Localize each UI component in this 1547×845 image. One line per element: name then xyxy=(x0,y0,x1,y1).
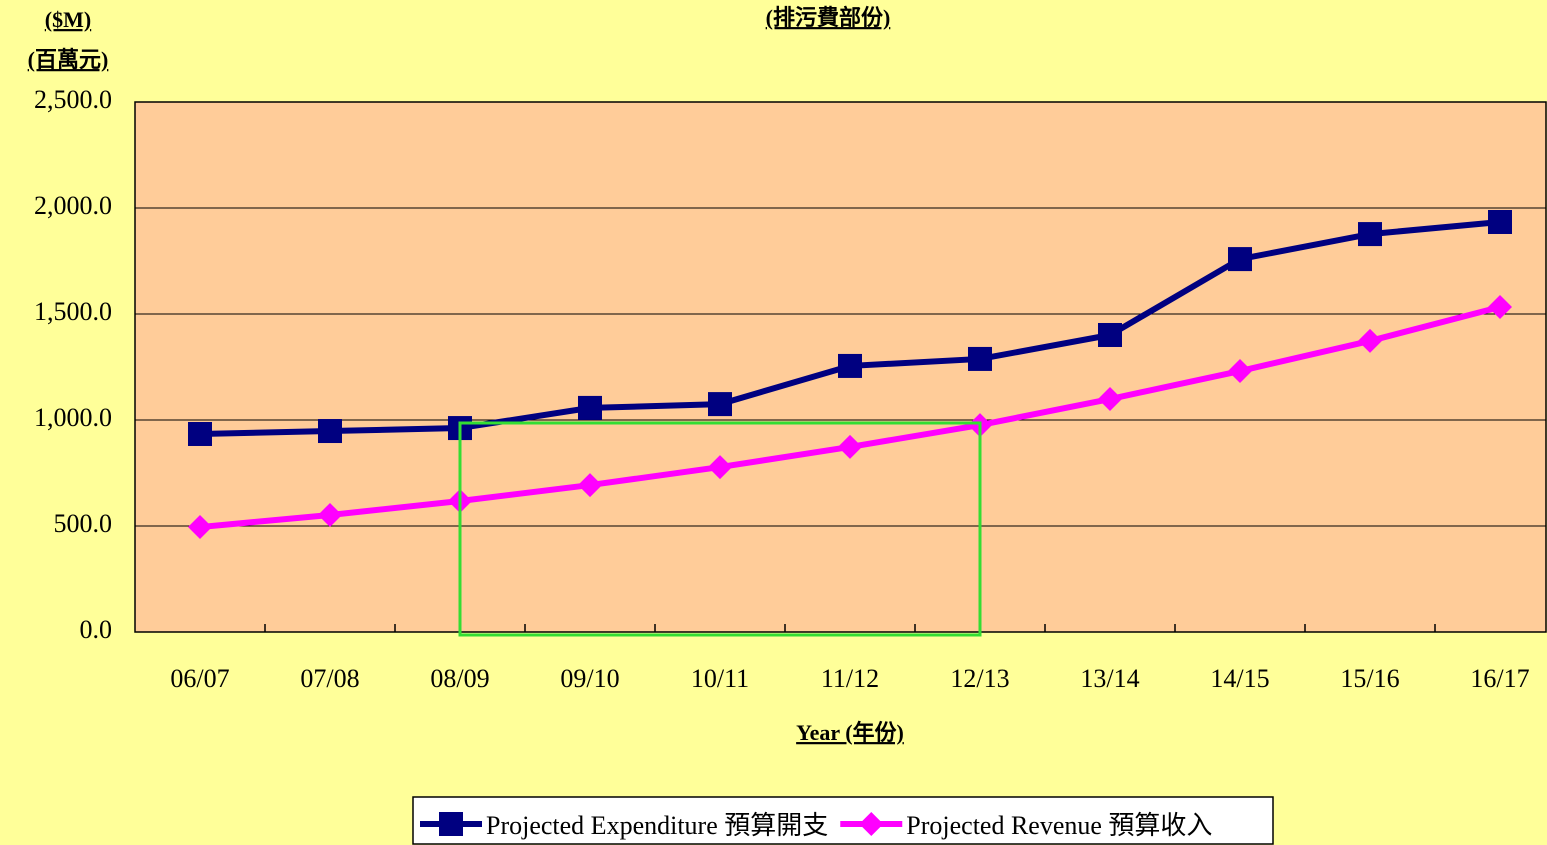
point xyxy=(578,395,602,420)
point xyxy=(1098,387,1122,412)
point xyxy=(838,353,862,378)
point xyxy=(838,434,862,459)
point xyxy=(1358,328,1382,353)
y-axis-label: ($M) xyxy=(45,7,91,32)
point xyxy=(578,473,602,498)
highlight-box xyxy=(458,421,982,637)
point xyxy=(859,812,884,836)
point xyxy=(1358,222,1382,247)
y-tick-label: 0.0 xyxy=(80,615,113,644)
y-tick-label: 1,500.0 xyxy=(34,297,112,326)
point xyxy=(1228,247,1252,272)
chart-title: (排污費部份) xyxy=(766,5,891,30)
point xyxy=(708,392,732,417)
grid xyxy=(135,101,1546,633)
x-tick-label: 14/15 xyxy=(1210,664,1269,693)
legend-label: Projected Revenue 預算收入 xyxy=(906,811,1212,840)
x-tick-label: 11/12 xyxy=(821,664,879,693)
x-tick-label: 12/13 xyxy=(950,664,1009,693)
x-tick-label: 13/14 xyxy=(1080,664,1139,693)
x-axis-label: Year (年份) xyxy=(796,720,904,745)
point xyxy=(968,346,992,371)
point xyxy=(318,502,342,527)
x-tick-label: 16/17 xyxy=(1470,664,1529,693)
point xyxy=(708,455,732,480)
point xyxy=(188,421,212,446)
point xyxy=(1488,209,1512,234)
x-tick-label: 09/10 xyxy=(560,664,619,693)
legend xyxy=(412,796,1274,845)
y-tick-label: 2,000.0 xyxy=(34,191,112,220)
series-layer xyxy=(188,209,1512,540)
x-tick-label: 08/09 xyxy=(430,664,489,693)
x-tick-label: 07/08 xyxy=(300,664,359,693)
point xyxy=(188,515,212,540)
point xyxy=(439,812,463,836)
point xyxy=(1228,359,1252,384)
point xyxy=(318,419,342,444)
x-tick-label: 06/07 xyxy=(170,664,229,693)
y-tick-label: 1,000.0 xyxy=(34,403,112,432)
y-tick-label: 500.0 xyxy=(54,509,113,538)
point xyxy=(1488,295,1512,320)
x-tick-label: 10/11 xyxy=(691,664,749,693)
point xyxy=(1098,322,1122,347)
y-tick-label: 2,500.0 xyxy=(34,85,112,114)
y-axis-label: (百萬元) xyxy=(28,47,109,72)
legend-label: Projected Expenditure 預算開支 xyxy=(486,811,828,840)
x-tick-label: 15/16 xyxy=(1340,664,1399,693)
